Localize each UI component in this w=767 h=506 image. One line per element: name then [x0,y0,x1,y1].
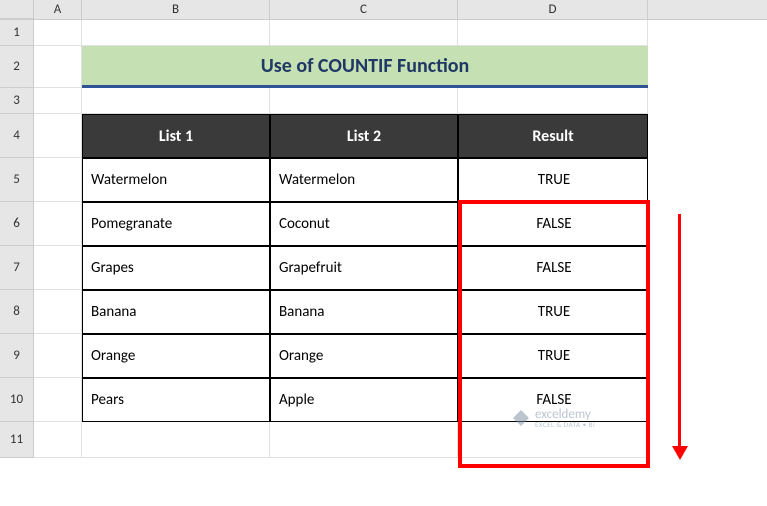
row-9: 9 Orange Orange TRUE [0,334,767,378]
row-header-3[interactable]: 3 [0,88,34,114]
cell-a4[interactable] [34,114,82,158]
col-header-a[interactable]: A [34,0,82,19]
cell-a9[interactable] [34,334,82,378]
arrow-line [678,214,681,446]
cell-d6[interactable]: FALSE [458,202,648,246]
cell-a5[interactable] [34,158,82,202]
row-header-9[interactable]: 9 [0,334,34,378]
cell-a10[interactable] [34,378,82,422]
cell-c11[interactable] [270,422,458,458]
row-2: 2 Use of COUNTIF Function [0,46,767,88]
cell-d7[interactable]: FALSE [458,246,648,290]
cell-c10[interactable]: Apple [270,378,458,422]
cell-b3[interactable] [82,88,270,114]
row-11: 11 [0,422,767,458]
title-cell[interactable]: Use of COUNTIF Function [82,46,648,88]
corner-cell[interactable] [0,0,34,19]
row-header-2[interactable]: 2 [0,46,34,88]
cell-c6[interactable]: Coconut [270,202,458,246]
watermark-text: exceldemy EXCEL & DATA • BI [535,408,595,428]
cell-c8[interactable]: Banana [270,290,458,334]
cell-a8[interactable] [34,290,82,334]
row-6: 6 Pomegranate Coconut FALSE [0,202,767,246]
column-headers-row: A B C D [0,0,767,20]
cell-a11[interactable] [34,422,82,458]
cell-b6[interactable]: Pomegranate [82,202,270,246]
row-header-8[interactable]: 8 [0,290,34,334]
row-7: 7 Grapes Grapefruit FALSE [0,246,767,290]
cell-a3[interactable] [34,88,82,114]
cell-a2[interactable] [34,46,82,88]
header-list1[interactable]: List 1 [82,114,270,158]
cell-b5[interactable]: Watermelon [82,158,270,202]
arrow-head-icon [672,446,688,460]
cell-d5[interactable]: TRUE [458,158,648,202]
row-header-1[interactable]: 1 [0,20,34,46]
cell-d8[interactable]: TRUE [458,290,648,334]
cell-b11[interactable] [82,422,270,458]
row-5: 5 Watermelon Watermelon TRUE [0,158,767,202]
row-header-6[interactable]: 6 [0,202,34,246]
row-header-10[interactable]: 10 [0,378,34,422]
cell-d1[interactable] [458,20,648,46]
cell-a6[interactable] [34,202,82,246]
row-4: 4 List 1 List 2 Result [0,114,767,158]
header-result[interactable]: Result [458,114,648,158]
cell-b1[interactable] [82,20,270,46]
watermark-logo-icon [513,410,529,426]
cell-b7[interactable]: Grapes [82,246,270,290]
row-1: 1 [0,20,767,46]
cell-c9[interactable]: Orange [270,334,458,378]
cell-a7[interactable] [34,246,82,290]
cell-b8[interactable]: Banana [82,290,270,334]
col-header-d[interactable]: D [458,0,648,19]
watermark: exceldemy EXCEL & DATA • BI [513,408,595,428]
cell-c7[interactable]: Grapefruit [270,246,458,290]
header-list2[interactable]: List 2 [270,114,458,158]
row-header-11[interactable]: 11 [0,422,34,458]
spreadsheet-grid: A B C D 1 2 Use of COUNTIF Function 3 4 … [0,0,767,506]
row-header-5[interactable]: 5 [0,158,34,202]
cell-a1[interactable] [34,20,82,46]
col-header-c[interactable]: C [270,0,458,19]
row-header-7[interactable]: 7 [0,246,34,290]
row-10: 10 Pears Apple FALSE [0,378,767,422]
cell-b9[interactable]: Orange [82,334,270,378]
row-header-4[interactable]: 4 [0,114,34,158]
cell-d3[interactable] [458,88,648,114]
row-3: 3 [0,88,767,114]
cell-c1[interactable] [270,20,458,46]
cell-d9[interactable]: TRUE [458,334,648,378]
cell-b10[interactable]: Pears [82,378,270,422]
cell-c3[interactable] [270,88,458,114]
row-8: 8 Banana Banana TRUE [0,290,767,334]
cell-c5[interactable]: Watermelon [270,158,458,202]
watermark-sub: EXCEL & DATA • BI [535,421,595,428]
col-header-b[interactable]: B [82,0,270,19]
